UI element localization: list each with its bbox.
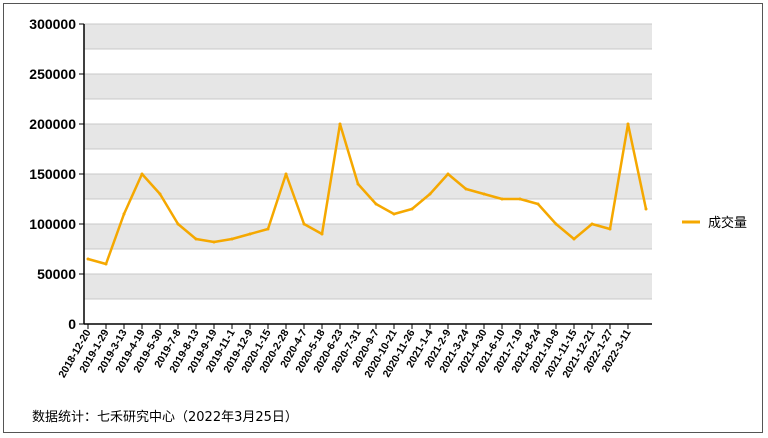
data-point: [626, 122, 630, 126]
data-point: [158, 192, 162, 196]
y-tick-label: 0: [68, 316, 76, 332]
data-point: [86, 257, 90, 261]
data-point: [608, 227, 612, 231]
series-layer: [86, 122, 648, 266]
y-tick-label: 250000: [29, 66, 76, 82]
plot-background-bands: [84, 24, 652, 299]
data-point: [410, 207, 414, 211]
legend: 成交量: [682, 215, 747, 231]
data-point: [122, 212, 126, 216]
volume-line-chart: 0 50000 100000 150000 200000 250000 300000 201…: [29, 16, 747, 380]
data-point: [446, 172, 450, 176]
y-tick-label: 100000: [29, 216, 76, 232]
source-note: 数据统计：七禾研究中心（2022年3月25日）: [32, 410, 298, 425]
y-tick-label: 200000: [29, 116, 76, 132]
data-point: [284, 172, 288, 176]
data-point: [518, 197, 522, 201]
y-tick-label: 300000: [29, 16, 76, 32]
plot-band: [84, 224, 652, 249]
series-line-volume: [87, 122, 648, 266]
data-point: [194, 237, 198, 241]
plot-band: [84, 124, 652, 149]
y-tick-labels: 0 50000 100000 150000 200000 250000 300000: [29, 16, 84, 332]
data-point: [374, 202, 378, 206]
data-point: [554, 222, 558, 226]
data-point: [482, 192, 486, 196]
data-point: [644, 207, 648, 211]
data-point: [428, 192, 432, 196]
data-point: [266, 227, 270, 231]
data-point: [338, 122, 342, 126]
data-point: [464, 187, 468, 191]
plot-band: [84, 74, 652, 99]
data-point: [248, 232, 252, 236]
plot-band: [84, 24, 652, 49]
data-point: [140, 172, 144, 176]
data-point: [356, 182, 360, 186]
plot-band: [84, 274, 652, 299]
data-point: [392, 212, 396, 216]
data-point: [320, 232, 324, 236]
gridlines: [84, 23, 652, 300]
data-point: [536, 202, 540, 206]
y-tick-label: 150000: [29, 166, 76, 182]
chart-frame: 0 50000 100000 150000 200000 250000 300000 201…: [3, 3, 763, 433]
data-point: [302, 222, 306, 226]
y-tick-label: 50000: [37, 266, 76, 282]
data-point: [590, 222, 594, 226]
data-point: [176, 222, 180, 226]
data-point: [572, 237, 576, 241]
data-point: [104, 262, 108, 266]
data-point: [500, 197, 504, 201]
data-point: [230, 237, 234, 241]
x-tick-labels: 2018-12-202019-1-292019-3-132019-4-19201…: [56, 324, 634, 380]
legend-label: 成交量: [708, 215, 747, 231]
data-point: [212, 240, 216, 244]
